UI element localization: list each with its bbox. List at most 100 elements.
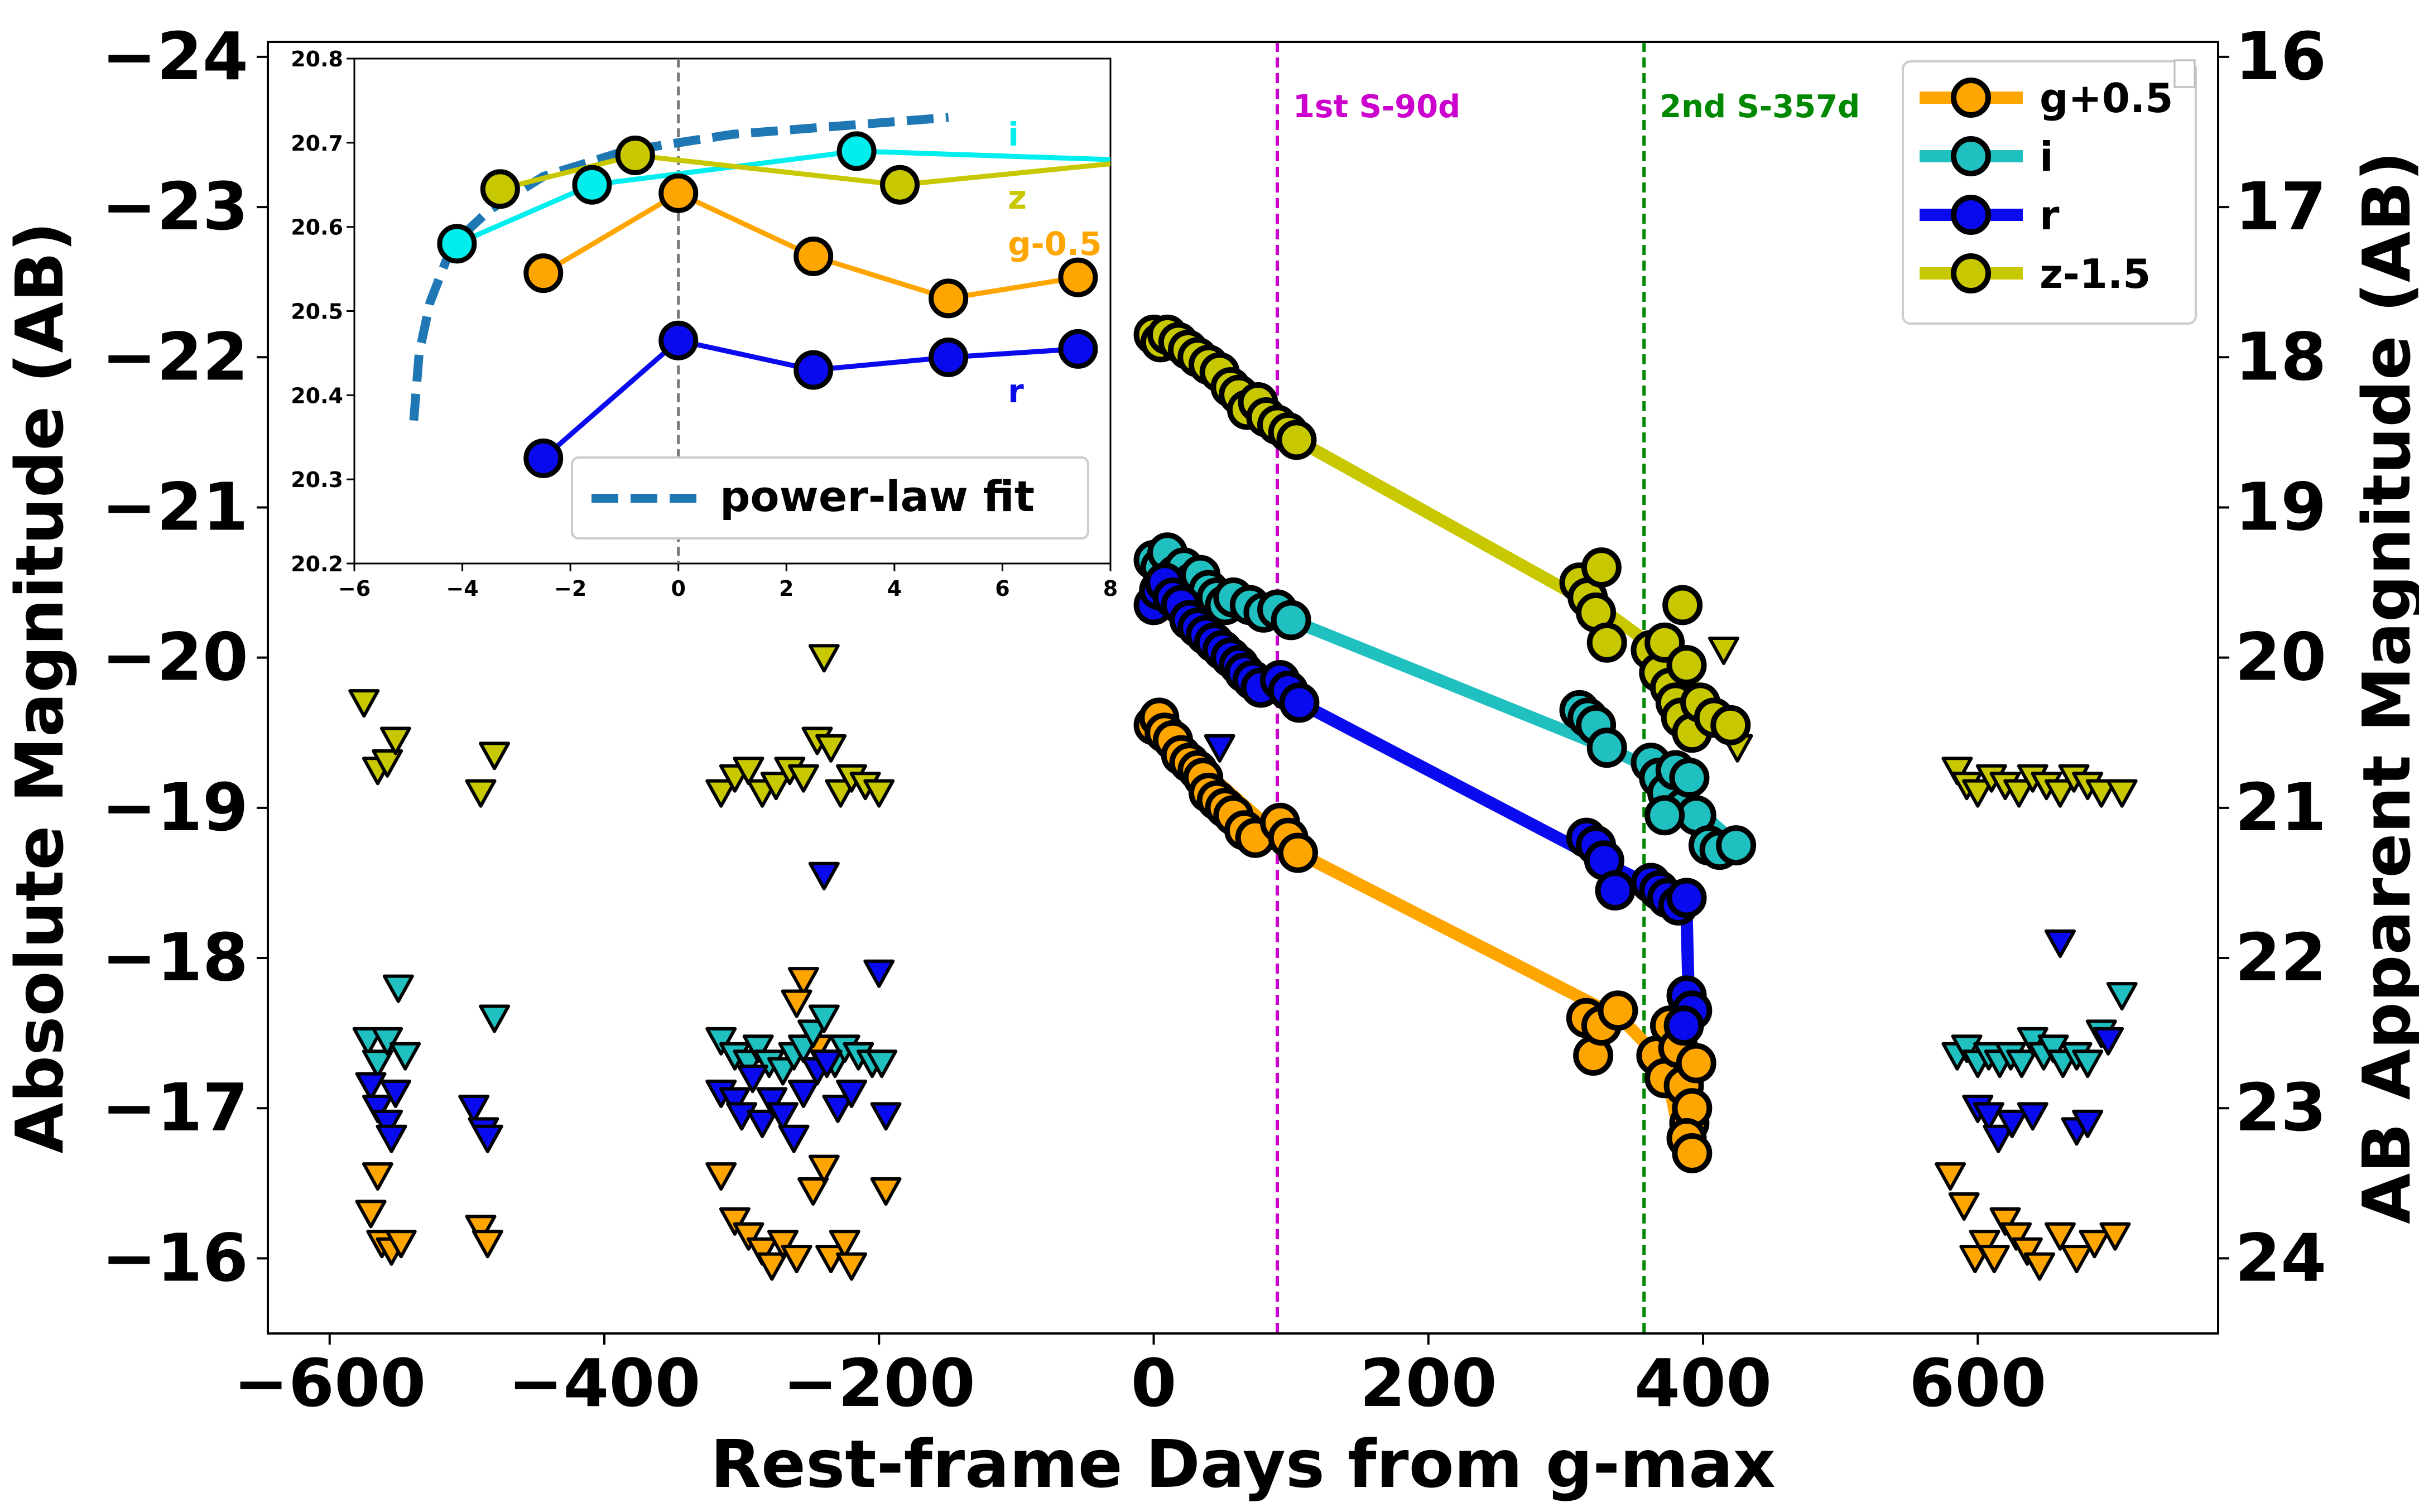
inset-point-r xyxy=(658,320,699,360)
y-tick-label: −17 xyxy=(102,1069,248,1146)
inset-point-i xyxy=(572,165,612,205)
upper-limit-g-0-5 xyxy=(1948,1192,1980,1221)
upper-limit-i xyxy=(742,1034,774,1063)
inset-label-z: z xyxy=(1008,179,1027,216)
inset-x-tick-label: 0 xyxy=(671,576,685,601)
upper-limit-z-1-5 xyxy=(705,779,737,808)
upper-limit-r xyxy=(822,1094,854,1123)
upper-limit-r xyxy=(362,1094,393,1123)
data-point-z-1-5 xyxy=(1581,547,1622,588)
inset-point-g-0-5 xyxy=(658,173,699,213)
upper-limit-g-0-5 xyxy=(1969,1230,2000,1259)
upper-limit-i xyxy=(389,1042,421,1071)
inset-point-z xyxy=(480,169,520,209)
y2-tick-label: 18 xyxy=(2235,318,2326,395)
y2-tick-label: 23 xyxy=(2235,1069,2326,1146)
data-point-z-1-5 xyxy=(1662,585,1703,625)
upper-limit-i xyxy=(479,1004,511,1033)
inset-plot: iz g-0.5 r −6 −4 −2 0 2 4 6 8 20.2 20.3 20.4 20.5 20.6 2… xyxy=(291,47,1118,601)
upper-limit-z-1-5 xyxy=(379,726,411,755)
y2-tick-label: 24 xyxy=(2235,1219,2326,1296)
upper-limit-r xyxy=(2044,929,2076,958)
power-law-fit-line xyxy=(409,113,949,421)
upper-limit-r xyxy=(472,1124,503,1153)
data-point-i xyxy=(1586,728,1627,768)
inset-y-tick-label: 20.4 xyxy=(291,383,343,408)
y-tick-label: −24 xyxy=(102,18,248,95)
upper-limit-r xyxy=(1983,1124,2014,1153)
inset-legend-label: power-law fit xyxy=(720,471,1035,521)
upper-limit-z-1-5 xyxy=(348,689,380,718)
x-axis-label: Rest-frame Days from g-max xyxy=(710,1426,1776,1503)
upper-limit-z-1-5 xyxy=(863,779,895,808)
data-point-r xyxy=(1279,682,1320,723)
y2-tick-label: 21 xyxy=(2235,769,2326,846)
inset-y-tick-label: 20.7 xyxy=(291,131,343,156)
upper-limit-z-1-5 xyxy=(1708,636,1739,665)
inset-point-z xyxy=(880,165,920,205)
legend-label-z-1-5: z-1.5 xyxy=(2040,251,2151,297)
legend-marker-i xyxy=(1951,136,1991,176)
upper-limit-g-0-5 xyxy=(1989,1207,2021,1236)
upper-limit-z-1-5 xyxy=(2085,779,2117,808)
main-axes-frame xyxy=(267,41,2219,1335)
upper-limit-r xyxy=(372,1109,403,1138)
y-tick-label: −23 xyxy=(102,168,248,245)
x-tick-label: −400 xyxy=(508,1345,700,1422)
inset-y-tick-label: 20.3 xyxy=(291,468,343,492)
data-point-z-1-5 xyxy=(1710,705,1751,745)
upper-limit-g-0-5 xyxy=(836,1252,868,1281)
y-tick-label: −18 xyxy=(102,919,248,996)
upper-limit-g-0-5 xyxy=(756,1252,788,1281)
upper-limit-g-0-5 xyxy=(797,1177,829,1206)
upper-limit-r xyxy=(2072,1109,2104,1138)
inset-series-line-i xyxy=(456,148,1110,246)
inset-point-z xyxy=(615,135,655,175)
inset-x-tick-label: 4 xyxy=(887,576,902,601)
upper-limit-i xyxy=(2106,982,2138,1011)
upper-limit-g-0-5 xyxy=(355,1200,387,1229)
inset-point-g-0-5 xyxy=(1058,257,1098,297)
inset-y-tick-label: 20.2 xyxy=(291,552,343,576)
data-point-i xyxy=(1716,825,1757,866)
data-point-g-0-5 xyxy=(1672,1133,1713,1173)
data-point-g-0-5 xyxy=(1598,990,1638,1031)
upper-limit-g-0-5 xyxy=(1978,1245,2010,1274)
data-point-g-0-5 xyxy=(1277,832,1318,873)
upper-limit-i xyxy=(372,1027,403,1056)
legend-empty-handle xyxy=(2173,59,2196,88)
upper-limit-r xyxy=(870,1102,902,1131)
upper-limit-r xyxy=(836,1080,868,1109)
y2-axis-label: AB Apparent Magnitude (AB) xyxy=(2348,151,2419,1224)
upper-limit-g-0-5 xyxy=(2099,1222,2131,1251)
upper-limit-g-0-5 xyxy=(787,967,819,996)
upper-limit-g-0-5 xyxy=(829,1230,860,1259)
inset-x-tick-label: 2 xyxy=(779,576,793,601)
upper-limit-z-1-5 xyxy=(372,749,403,778)
y-tick-label: −21 xyxy=(102,468,248,545)
y-tick-label: −20 xyxy=(102,619,248,696)
data-point-z-1-5 xyxy=(1666,645,1707,686)
inset-point-g-0-5 xyxy=(929,278,969,319)
inset-y-tick-label: 20.6 xyxy=(291,215,343,240)
upper-limit-g-0-5 xyxy=(385,1230,417,1259)
inset-y-tick-label: 20.8 xyxy=(291,47,343,71)
upper-limit-g-0-5 xyxy=(2079,1230,2110,1259)
upper-limit-z-1-5 xyxy=(760,772,792,801)
upper-limit-g-0-5 xyxy=(870,1177,902,1206)
upper-limit-g-0-5 xyxy=(781,989,812,1018)
y2-tick-label: 17 xyxy=(2235,168,2326,245)
y2-tick-label: 20 xyxy=(2235,619,2326,696)
inset-plot-area: iz g-0.5 r xyxy=(409,59,1110,564)
inset-point-r xyxy=(793,350,834,390)
data-point-z-1-5 xyxy=(1276,420,1317,460)
upper-limit-r xyxy=(737,1065,768,1094)
upper-limit-r xyxy=(863,959,895,988)
inset-x-tick-label: −6 xyxy=(338,576,371,601)
upper-limit-i xyxy=(808,1004,840,1033)
y2-tick-label: 16 xyxy=(2235,18,2326,95)
upper-limit-g-0-5 xyxy=(362,1162,393,1191)
legend-label-i: i xyxy=(2040,133,2053,180)
